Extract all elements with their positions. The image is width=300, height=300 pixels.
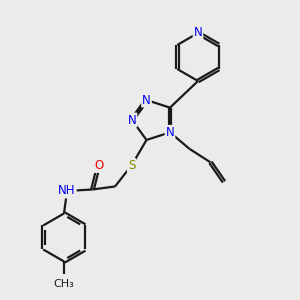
Text: N: N (128, 113, 136, 127)
Text: CH₃: CH₃ (54, 280, 74, 290)
Text: N: N (194, 26, 202, 40)
Text: O: O (94, 159, 103, 172)
Text: NH: NH (58, 184, 76, 197)
Text: N: N (142, 94, 151, 106)
Text: N: N (166, 126, 174, 139)
Text: S: S (128, 159, 135, 172)
